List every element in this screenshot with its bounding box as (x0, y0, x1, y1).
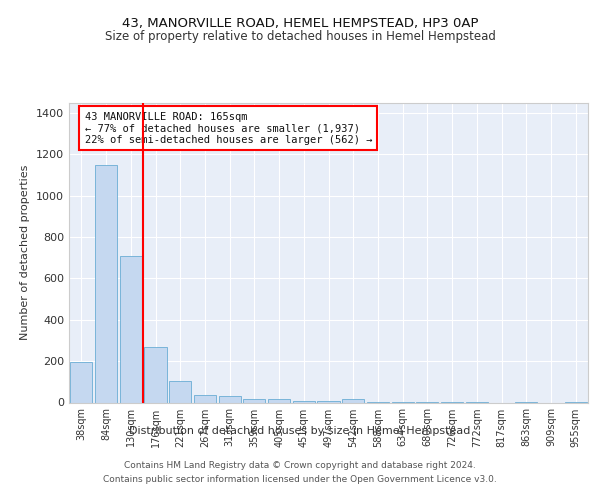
Text: 43, MANORVILLE ROAD, HEMEL HEMPSTEAD, HP3 0AP: 43, MANORVILLE ROAD, HEMEL HEMPSTEAD, HP… (122, 18, 478, 30)
Bar (145, 346, 167, 403)
Bar (243, 400, 265, 402)
Text: 43 MANORVILLE ROAD: 165sqm
← 77% of detached houses are smaller (1,937)
22% of s: 43 MANORVILLE ROAD: 165sqm ← 77% of deta… (85, 112, 372, 144)
Text: Contains HM Land Registry data © Crown copyright and database right 2024.: Contains HM Land Registry data © Crown c… (124, 462, 476, 470)
Bar (218, 396, 241, 402)
Bar (342, 399, 364, 402)
Bar (95, 164, 117, 402)
Y-axis label: Number of detached properties: Number of detached properties (20, 165, 31, 340)
Bar (119, 256, 142, 402)
Bar (194, 394, 216, 402)
Text: Size of property relative to detached houses in Hemel Hempstead: Size of property relative to detached ho… (104, 30, 496, 43)
Text: Distribution of detached houses by size in Hemel Hempstead: Distribution of detached houses by size … (130, 426, 470, 436)
Bar (268, 400, 290, 402)
Bar (169, 381, 191, 402)
Bar (293, 401, 315, 402)
Bar (70, 362, 92, 403)
Text: Contains public sector information licensed under the Open Government Licence v3: Contains public sector information licen… (103, 476, 497, 484)
